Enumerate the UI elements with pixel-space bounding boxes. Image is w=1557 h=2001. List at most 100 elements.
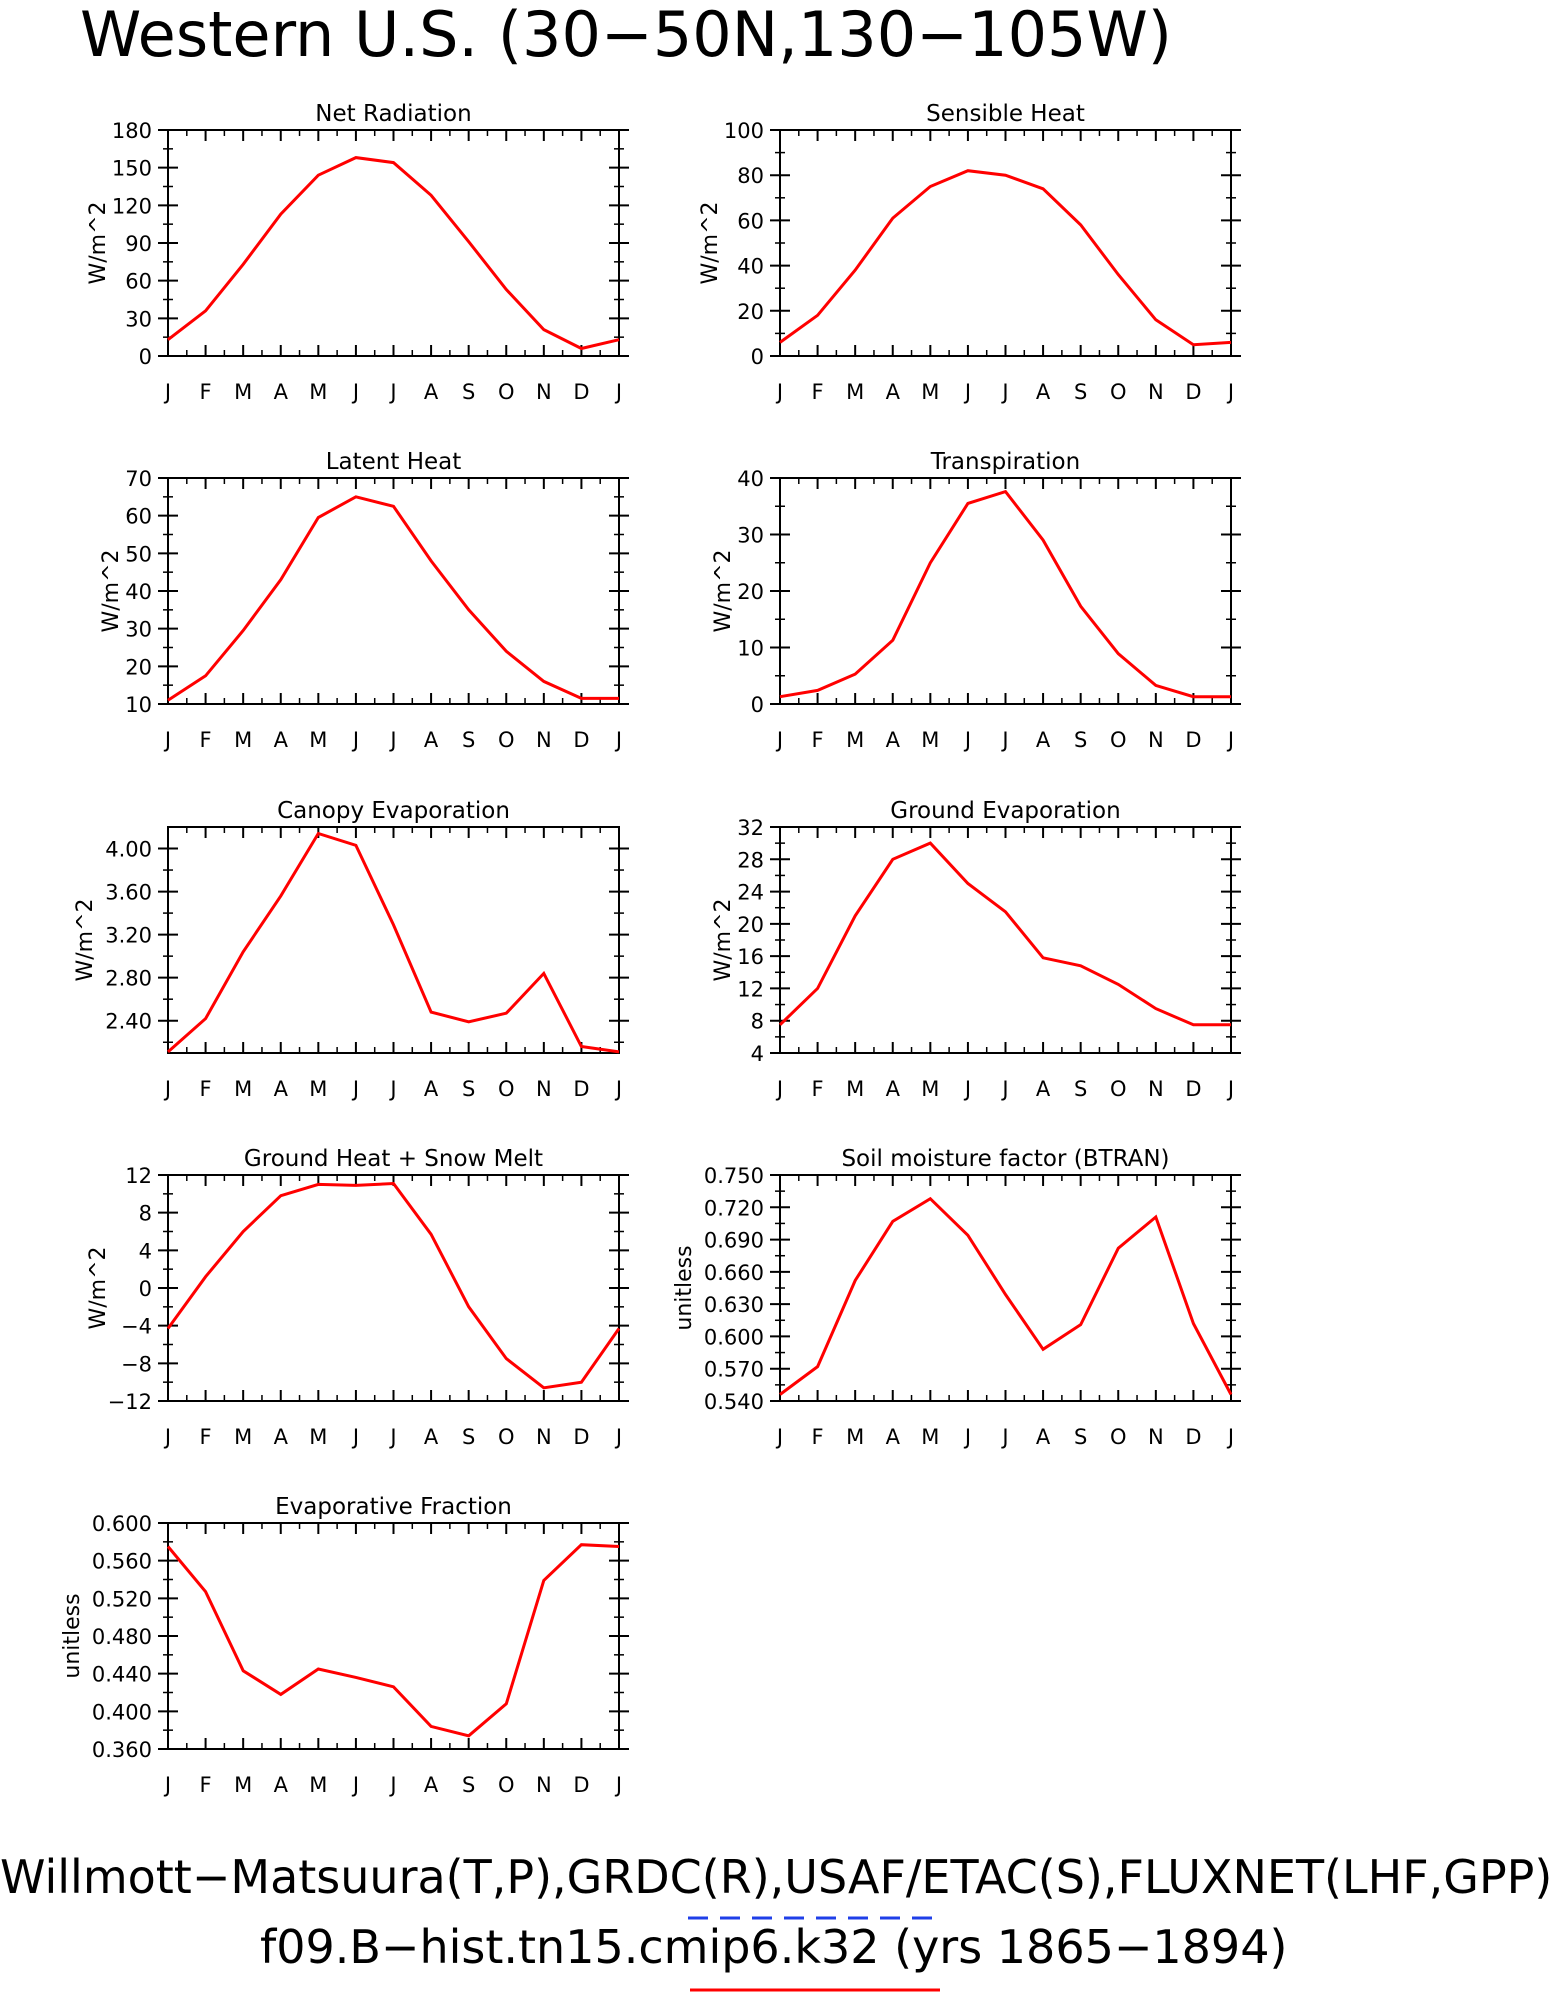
chart-3-ytick-label: 20 [737, 580, 764, 604]
chart-2-ytick-label: 50 [125, 542, 152, 566]
chart-0-xtick-label: F [200, 380, 212, 404]
chart-3-xtick-label: F [812, 728, 824, 752]
chart-2-xtick-label: J [614, 728, 622, 752]
chart-4-xtick-label: M [309, 1077, 327, 1101]
chart-1-xtick-label: A [1036, 380, 1051, 404]
chart-5-xtick-label: M [846, 1077, 864, 1101]
chart-5-xtick-label: J [775, 1077, 783, 1101]
chart-0-ylabel: W/m^2 [86, 201, 111, 284]
chart-0-title: Net Radiation [315, 101, 471, 127]
chart-6-xtick-label: M [234, 1425, 252, 1449]
chart-5-title: Ground Evaporation [890, 798, 1120, 824]
chart-6-title: Ground Heat + Snow Melt [244, 1146, 543, 1172]
chart-7-xtick-label: N [1148, 1425, 1164, 1449]
chart-2-title: Latent Heat [326, 449, 462, 475]
chart-4-xtick-label: A [274, 1077, 289, 1101]
chart-0-xtick-label: J [351, 380, 359, 404]
chart-5-ytick-label: 20 [737, 913, 764, 937]
chart-7-xtick-label: O [1110, 1425, 1127, 1449]
chart-0-xtick-label: S [462, 380, 475, 404]
chart-2-ytick-label: 40 [125, 580, 152, 604]
chart-2-ylabel: W/m^2 [99, 549, 124, 632]
chart-2-ytick-label: 30 [125, 618, 152, 642]
chart-7-xtick-label: J [1000, 1425, 1008, 1449]
chart-2-xtick-label: J [163, 728, 171, 752]
chart-7-xtick-label: M [846, 1425, 864, 1449]
chart-7-xtick-label: A [1036, 1425, 1051, 1449]
chart-3-xtick-label: M [846, 728, 864, 752]
chart-7-xtick-label: A [886, 1425, 901, 1449]
chart-1-series-line [779, 169, 1232, 347]
chart-4-xtick-label: M [234, 1077, 252, 1101]
chart-3-frame [779, 477, 1232, 705]
chart-5-xtick-label: J [963, 1077, 971, 1101]
chart-5-xtick-label: F [812, 1077, 824, 1101]
chart-5-xtick-label: N [1148, 1077, 1164, 1101]
chart-4-xtick-label: J [388, 1077, 396, 1101]
chart-0-xtick-label: A [424, 380, 439, 404]
chart-0-ytick-label: 180 [112, 119, 152, 143]
chart-1-ytick-label: 80 [737, 164, 764, 188]
chart-2-xtick-label: J [388, 728, 396, 752]
chart-2-xtick-label: N [536, 728, 552, 752]
chart-2-series-line [167, 495, 619, 702]
chart-8-xtick-label: M [309, 1773, 327, 1797]
chart-2-xtick-label: M [234, 728, 252, 752]
chart-7-ytick-label: 0.540 [704, 1390, 764, 1414]
chart-7-xtick-label: F [812, 1425, 824, 1449]
chart-5-ytick-label: 28 [737, 848, 764, 872]
chart-5-xtick-label: A [886, 1077, 901, 1101]
chart-2-ytick-label: 20 [125, 655, 152, 679]
chart-6-xtick-label: J [351, 1425, 359, 1449]
chart-7-ytick-label: 0.630 [704, 1293, 764, 1317]
chart-3-title: Transpiration [930, 449, 1080, 475]
chart-3-xtick-label: D [1185, 728, 1201, 752]
chart-7-ytick-label: 0.660 [704, 1261, 764, 1285]
chart-7-ytick-label: 0.570 [704, 1358, 764, 1382]
chart-1-xtick-label: F [812, 380, 824, 404]
chart-5-ytick-label: 24 [737, 881, 764, 905]
chart-1-xtick-label: N [1148, 380, 1164, 404]
chart-8-ylabel: unitless [60, 1593, 85, 1678]
chart-7-xtick-label: J [963, 1425, 971, 1449]
chart-0-xtick-label: J [163, 380, 171, 404]
chart-3-series-line [779, 489, 1231, 699]
chart-0-ytick-label: 90 [125, 232, 152, 256]
chart-1-xtick-label: J [775, 380, 783, 404]
chart-4-xtick-label: O [498, 1077, 515, 1101]
chart-6-ytick-label: 4 [139, 1239, 152, 1263]
chart-7-frame [779, 1174, 1232, 1402]
chart-2-xtick-label: F [200, 728, 212, 752]
chart-8-frame [167, 1522, 620, 1750]
chart-2-xtick-label: D [573, 728, 589, 752]
chart-5-xtick-label: S [1074, 1077, 1087, 1101]
chart-4-frame [167, 826, 620, 1054]
chart-4-xtick-label: F [200, 1077, 212, 1101]
chart-2-ytick-label: 10 [125, 693, 152, 717]
chart-2-xtick-label: S [462, 728, 475, 752]
chart-3-ylabel: W/m^2 [711, 549, 736, 632]
chart-7-ytick-label: 0.690 [704, 1229, 764, 1253]
chart-3-xtick-label: A [1036, 728, 1051, 752]
chart-1-ytick-label: 40 [737, 255, 764, 279]
chart-7-xtick-label: S [1074, 1425, 1087, 1449]
chart-5-xtick-label: A [1036, 1077, 1051, 1101]
chart-3-xtick-label: J [1000, 728, 1008, 752]
chart-8-xtick-label: S [462, 1773, 475, 1797]
chart-3-ytick-label: 40 [737, 467, 764, 491]
chart-1-xtick-label: S [1074, 380, 1087, 404]
chart-6-series-line [166, 1181, 621, 1390]
chart-4-xtick-label: N [536, 1077, 552, 1101]
chart-7-title: Soil moisture factor (BTRAN) [841, 1146, 1169, 1172]
chart-6-ylabel: W/m^2 [86, 1246, 111, 1329]
chart-8-xtick-label: A [424, 1773, 439, 1797]
chart-6-xtick-label: J [388, 1425, 396, 1449]
chart-4-xtick-label: S [462, 1077, 475, 1101]
chart-4-ylabel: W/m^2 [73, 898, 98, 981]
chart-0-ytick-label: 150 [112, 157, 152, 181]
